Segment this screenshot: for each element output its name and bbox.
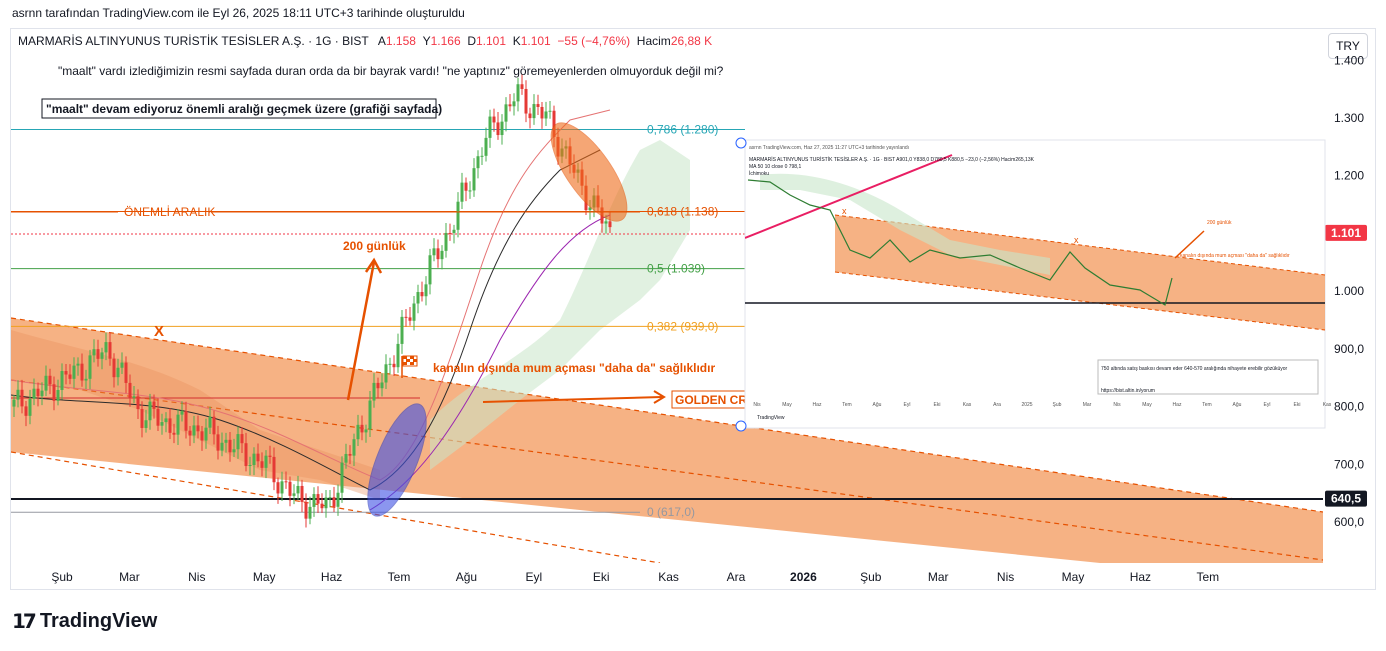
change-value: −55 (−4,76%)	[557, 34, 631, 48]
open-value: 1.158	[385, 34, 416, 48]
tradingview-wordmark: TradingView	[39, 610, 158, 632]
low-label: D	[467, 34, 476, 48]
symbol-legend: MARMARİS ALTINYUNUS TURİSTİK TESİSLER A.…	[18, 34, 712, 48]
high-value: 1.166	[430, 34, 461, 48]
symbol-name: MARMARİS ALTINYUNUS TURİSTİK TESİSLER A.…	[18, 34, 369, 48]
open-label: A	[377, 34, 386, 48]
tradingview-logo[interactable]: 𝟭𝟳 TradingView	[12, 609, 157, 634]
volume-value: 26,88 K	[670, 34, 713, 48]
close-value: 1.101	[520, 34, 551, 48]
low-value: 1.101	[475, 34, 507, 48]
high-label: Y	[422, 34, 431, 48]
tradingview-mark-icon: 𝟭𝟳	[12, 611, 37, 633]
snapshot-attribution: asrnn tarafından TradingView.com ile Eyl…	[12, 6, 465, 20]
chart-panel[interactable]	[10, 28, 1376, 590]
close-label: K	[512, 34, 521, 48]
volume-label: Hacim	[636, 34, 671, 48]
currency-button[interactable]: TRY	[1328, 33, 1368, 59]
